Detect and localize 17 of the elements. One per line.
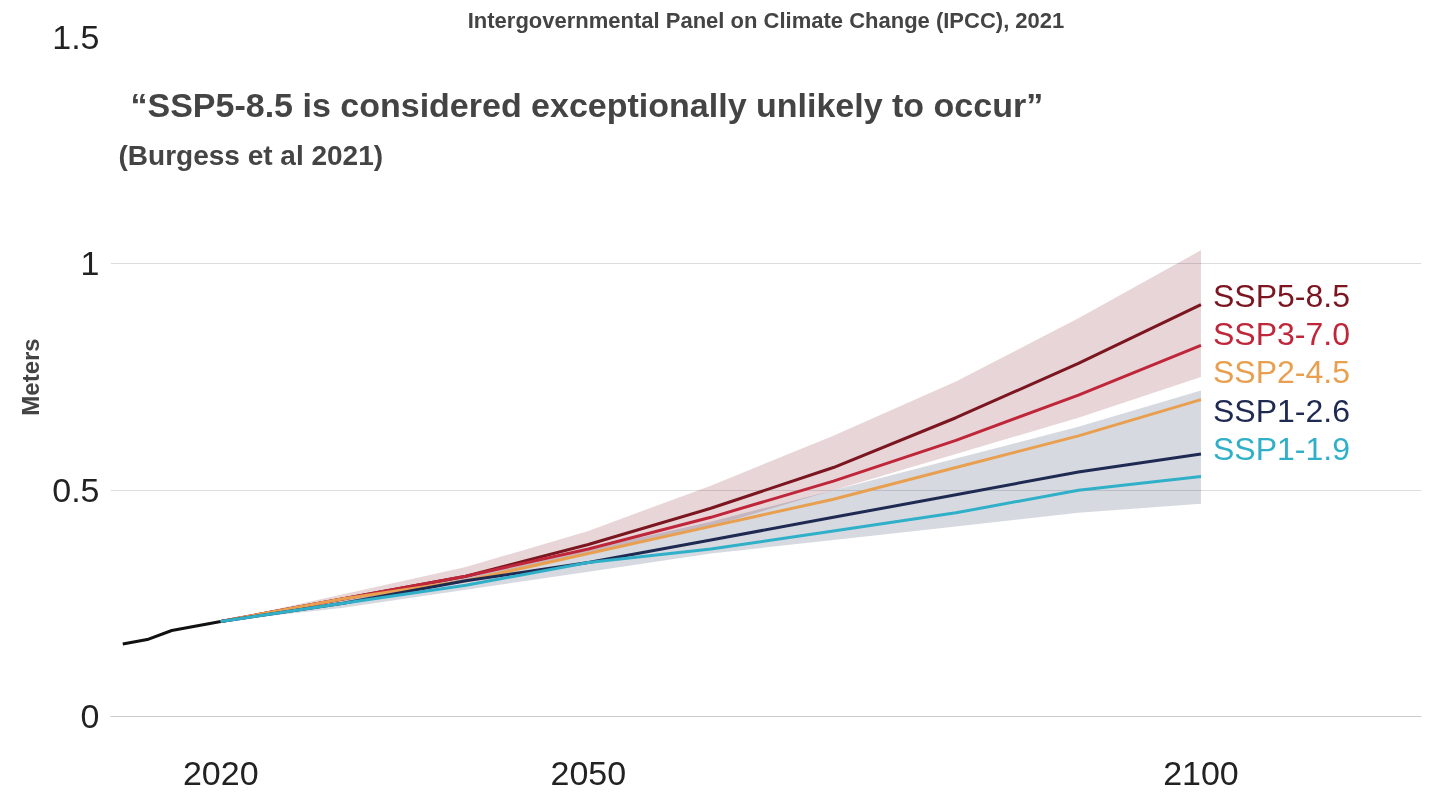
line-series (121, 619, 223, 646)
annotation: “SSP5-8.5 is considered exceptionally unlikely to occur” (130, 86, 1044, 125)
x-tick-label: 2050 (550, 753, 627, 792)
series-label: SSP3-7.0 (1212, 316, 1350, 352)
y-tick-label: 0.5 (52, 470, 100, 509)
x-tick-label: 2100 (1163, 753, 1239, 792)
y-axis-title: Meters (17, 338, 45, 416)
series-label: SSP1-1.9 (1212, 431, 1350, 468)
series-label: SSP2-4.5 (1212, 354, 1350, 391)
chart-title: Intergovernmental Panel on Climate Change (IPCC), 2021 (467, 7, 1065, 33)
series-label: SSP5-8.5 (1212, 277, 1350, 314)
y-tick-label: 0 (80, 697, 100, 735)
x-tick-label: 2020 (182, 753, 259, 792)
y-tick-label: 1 (80, 244, 100, 283)
annotation: (Burgess et al 2021) (118, 139, 384, 171)
series-label: SSP1-2.6 (1212, 392, 1350, 429)
y-tick-label: 1.5 (52, 18, 100, 56)
